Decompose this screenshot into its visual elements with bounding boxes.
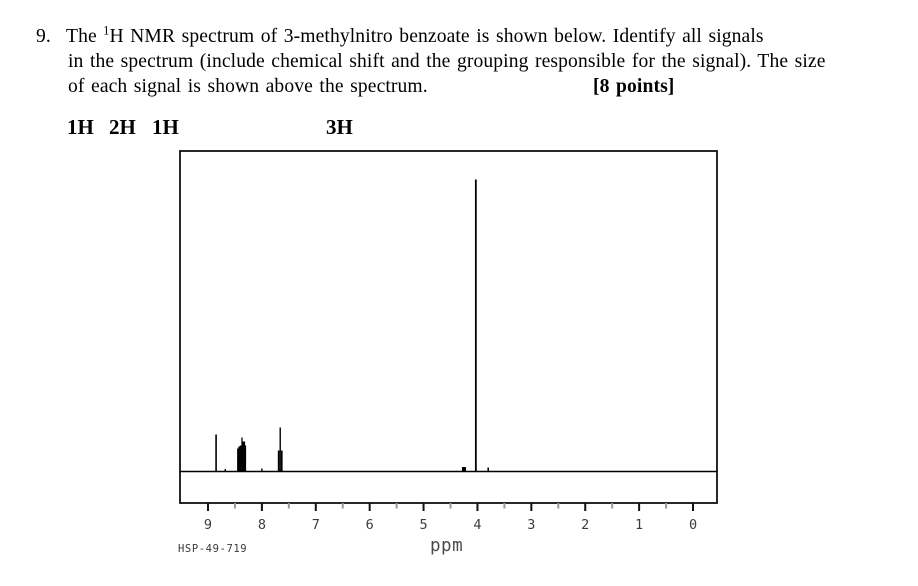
x-axis-tick-label: 5 — [419, 517, 427, 533]
x-axis-tick-label: 1 — [635, 517, 643, 533]
nmr-peak-line — [279, 427, 281, 472]
x-axis-tick-label: 6 — [366, 517, 374, 533]
spectrum-frame — [179, 150, 718, 504]
question-line-2: in the spectrum (include chemical shift … — [68, 51, 826, 72]
integration-labels: 1H 2H 1H 3H — [0, 115, 918, 141]
question-text-before-isotope: The — [66, 26, 104, 47]
nmr-peak-line — [461, 467, 466, 472]
x-axis-tick-label: 4 — [473, 517, 481, 533]
nmr-peak-line — [242, 441, 246, 472]
nmr-peak-line — [261, 468, 263, 472]
nmr-peak-line — [487, 467, 490, 472]
nmr-peak-line — [277, 450, 280, 472]
question-line-3: of each signal is shown above the spectr… — [68, 74, 898, 99]
isotope-superscript: 1 — [103, 23, 110, 38]
nmr-peak-line — [281, 450, 283, 472]
x-axis-tick-label: 3 — [527, 517, 535, 533]
question-number: 9. — [36, 26, 51, 47]
integration-label: 1H — [152, 115, 179, 139]
spectrum-id-label: HSP-49-719 — [178, 543, 248, 555]
x-axis-tick-label: 0 — [689, 517, 697, 533]
x-axis-unit-label: ppm — [430, 536, 464, 556]
integration-label: 3H — [326, 115, 353, 139]
nmr-peak-line — [241, 441, 244, 472]
integration-label: 1H — [67, 115, 94, 139]
nmr-peak-line — [244, 445, 247, 472]
nmr-peak-line — [224, 469, 226, 472]
question-line-1: 9. The 1H NMR spectrum of 3-methylnitro b… — [36, 24, 764, 49]
x-axis-tick-label: 9 — [204, 517, 212, 533]
nmr-peak-line — [239, 445, 243, 472]
x-axis-tick-label: 7 — [312, 517, 320, 533]
question-text-after-isotope: H NMR spectrum of 3-methylnitro benzoate… — [109, 26, 764, 47]
nmr-peak-line — [238, 446, 241, 472]
nmr-peak-line — [237, 448, 239, 472]
nmr-peak-line — [215, 434, 217, 472]
integration-label: 2H — [109, 115, 136, 139]
question-line-3-text: of each signal is shown above the spectr… — [68, 76, 428, 97]
x-axis-tick-label: 2 — [581, 517, 589, 533]
x-axis-tick-label: 8 — [258, 517, 266, 533]
nmr-peak-line — [474, 179, 477, 472]
points-badge: [8 points] — [593, 76, 675, 97]
